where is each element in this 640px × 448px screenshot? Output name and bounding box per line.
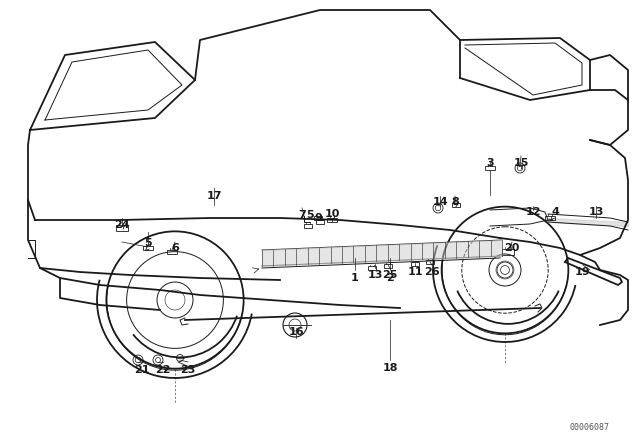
Circle shape xyxy=(283,313,307,337)
Text: 24: 24 xyxy=(114,220,130,230)
Text: 17: 17 xyxy=(206,191,221,201)
Circle shape xyxy=(489,254,521,286)
Text: 18: 18 xyxy=(382,363,397,373)
Text: 25: 25 xyxy=(382,270,397,280)
Text: 5: 5 xyxy=(306,210,314,220)
Text: 22: 22 xyxy=(156,365,171,375)
Text: 20: 20 xyxy=(504,243,520,253)
Text: 1: 1 xyxy=(351,273,359,283)
Text: 7: 7 xyxy=(298,210,306,220)
Text: 16: 16 xyxy=(288,327,304,337)
Text: 13: 13 xyxy=(588,207,604,217)
Text: 8: 8 xyxy=(451,197,459,207)
Text: 00006087: 00006087 xyxy=(570,423,610,432)
Text: 10: 10 xyxy=(324,209,340,219)
Circle shape xyxy=(157,282,193,318)
Text: 4: 4 xyxy=(551,207,559,217)
Text: 2: 2 xyxy=(386,273,394,283)
Text: 3: 3 xyxy=(486,158,494,168)
Text: 15: 15 xyxy=(513,158,529,168)
Text: 9: 9 xyxy=(314,213,322,223)
Text: 23: 23 xyxy=(180,365,196,375)
Text: 11: 11 xyxy=(407,267,423,277)
Text: 12: 12 xyxy=(525,207,541,217)
Text: 21: 21 xyxy=(134,365,150,375)
Text: 5: 5 xyxy=(144,238,152,248)
Text: 6: 6 xyxy=(171,243,179,253)
Text: 26: 26 xyxy=(424,267,440,277)
Text: 14: 14 xyxy=(432,197,448,207)
Text: 19: 19 xyxy=(575,267,591,277)
Text: 13: 13 xyxy=(367,270,383,280)
